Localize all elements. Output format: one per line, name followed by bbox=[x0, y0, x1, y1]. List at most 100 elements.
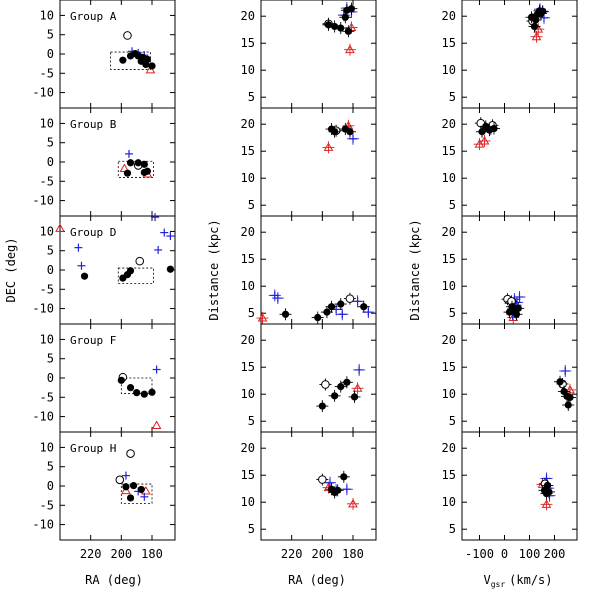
open-circle-point bbox=[345, 294, 355, 303]
panel-group-b-vdist: 20 15 10 5 bbox=[442, 107, 578, 217]
y-axis-label-vdist: Distance (kpc) bbox=[408, 219, 422, 320]
filled-circle-point bbox=[133, 389, 141, 397]
y-tick-label: 20 bbox=[442, 117, 456, 131]
filled-circle-point bbox=[123, 169, 132, 177]
filled-circle-point bbox=[130, 482, 138, 490]
filled-circle-point bbox=[350, 393, 359, 401]
panel-group-b-radec: 10 5 0 -5 -10 Group B bbox=[32, 107, 176, 217]
y-tick-label: 20 bbox=[241, 117, 255, 131]
y-tick-label: 10 bbox=[241, 387, 255, 401]
panel-group-a-radist: 20 15 10 5 bbox=[241, 0, 377, 109]
panel-group-f-vdist: 20 15 10 5 bbox=[442, 323, 578, 433]
filled-circle-point bbox=[126, 159, 135, 167]
filled-circle-point bbox=[337, 300, 345, 308]
y-tick-label: -10 bbox=[32, 302, 54, 316]
x-tick-label: 200 bbox=[544, 547, 566, 561]
x-tick-label: 0 bbox=[501, 547, 508, 561]
filled-circle-point bbox=[341, 13, 349, 21]
filled-circle-point bbox=[318, 402, 326, 410]
y-tick-label: 5 bbox=[449, 198, 456, 212]
y-tick-label: 5 bbox=[47, 460, 54, 474]
group-label: Group D bbox=[70, 226, 116, 239]
filled-circle-point bbox=[137, 485, 145, 494]
triangle-point bbox=[348, 498, 358, 508]
filled-circle-point bbox=[134, 159, 142, 167]
x-tick-label: 200 bbox=[311, 547, 333, 561]
axis-labels: RA (deg) RA (deg) Vgsr (km/s) DEC (deg) D… bbox=[4, 219, 553, 589]
selection-box bbox=[120, 483, 153, 504]
panel-frame bbox=[260, 323, 377, 433]
panel-group-d-vdist: 20 15 10 5 bbox=[442, 215, 578, 325]
filled-circle-point bbox=[347, 5, 356, 13]
filled-circle-point bbox=[117, 376, 125, 384]
y-tick-label: 5 bbox=[449, 306, 456, 320]
filled-circle-point bbox=[360, 303, 368, 311]
triangle-point bbox=[345, 44, 355, 54]
y-tick-label: 15 bbox=[241, 468, 255, 482]
y-tick-label: 20 bbox=[442, 9, 456, 23]
y-tick-label: 5 bbox=[248, 414, 255, 428]
group-label: Group F bbox=[70, 334, 116, 347]
filled-circle-point bbox=[140, 168, 148, 177]
x-axis-label-radist: RA (deg) bbox=[288, 573, 346, 587]
panel-group-f-radec: 10 5 0 -5 -10 Group F bbox=[32, 323, 176, 433]
filled-circle-point bbox=[482, 122, 490, 130]
filled-circle-point bbox=[281, 310, 290, 318]
filled-circle-point bbox=[566, 393, 574, 402]
x-tick-label: 100 bbox=[519, 547, 541, 561]
y-tick-label: -10 bbox=[32, 410, 54, 424]
panel-frame bbox=[461, 431, 578, 541]
filled-circle-point bbox=[148, 62, 156, 70]
panel-group-d-radec: 10 5 0 -5 -10 Group D bbox=[32, 213, 176, 325]
y-tick-label: 5 bbox=[47, 352, 54, 366]
open-circle-point bbox=[115, 475, 125, 485]
panel-frame bbox=[260, 431, 377, 541]
y-tick-label: -10 bbox=[32, 194, 54, 208]
y-tick-label: 20 bbox=[241, 225, 255, 239]
filled-circle-point bbox=[327, 303, 336, 311]
filled-circle-point bbox=[564, 401, 572, 409]
y-tick-label: -5 bbox=[40, 390, 54, 404]
y-tick-label: 20 bbox=[442, 333, 456, 347]
x-axis-label-vdist-unit: (km/s) bbox=[509, 573, 552, 587]
triangle-point bbox=[257, 313, 268, 322]
triangle-point bbox=[541, 499, 552, 508]
filled-circle-point bbox=[119, 56, 127, 64]
y-tick-label: 0 bbox=[47, 47, 54, 61]
y-tick-label: 20 bbox=[241, 333, 255, 347]
filled-circle-point bbox=[337, 24, 345, 32]
triangle-point bbox=[352, 383, 363, 392]
x-tick-label: 200 bbox=[110, 547, 132, 561]
y-tick-label: 15 bbox=[442, 360, 456, 374]
x-tick-label: 220 bbox=[281, 547, 303, 561]
filled-circle-point bbox=[340, 473, 348, 481]
y-tick-label: 10 bbox=[241, 495, 255, 509]
y-tick-label: 5 bbox=[47, 28, 54, 42]
filled-circle-point bbox=[140, 390, 148, 398]
y-tick-label: 15 bbox=[241, 252, 255, 266]
y-tick-label: 10 bbox=[40, 332, 54, 346]
y-tick-label: 5 bbox=[449, 90, 456, 104]
open-circle-point bbox=[318, 475, 327, 484]
filled-circle-point bbox=[126, 494, 135, 502]
filled-circle-point bbox=[343, 378, 351, 386]
open-circle-point bbox=[123, 31, 132, 40]
y-tick-label: -5 bbox=[40, 282, 54, 296]
group-label: Group A bbox=[70, 10, 117, 23]
filled-circle-point bbox=[331, 392, 339, 400]
y-tick-label: -10 bbox=[32, 86, 54, 100]
filled-circle-point bbox=[323, 308, 331, 316]
filled-circle-point bbox=[331, 22, 339, 31]
panel-frame bbox=[260, 0, 377, 109]
y-tick-label: 10 bbox=[442, 279, 456, 293]
filled-circle-point bbox=[490, 124, 498, 133]
y-tick-label: 15 bbox=[442, 252, 456, 266]
x-axis-label-vdist: Vgsr (km/s) bbox=[483, 573, 552, 589]
y-tick-label: 20 bbox=[241, 441, 255, 455]
y-tick-label: 0 bbox=[47, 263, 54, 277]
filled-circle-point bbox=[337, 383, 345, 391]
filled-circle-point bbox=[166, 265, 174, 273]
x-tick-label: 180 bbox=[342, 547, 364, 561]
y-tick-label: 5 bbox=[248, 90, 255, 104]
triangle-point bbox=[55, 223, 65, 232]
